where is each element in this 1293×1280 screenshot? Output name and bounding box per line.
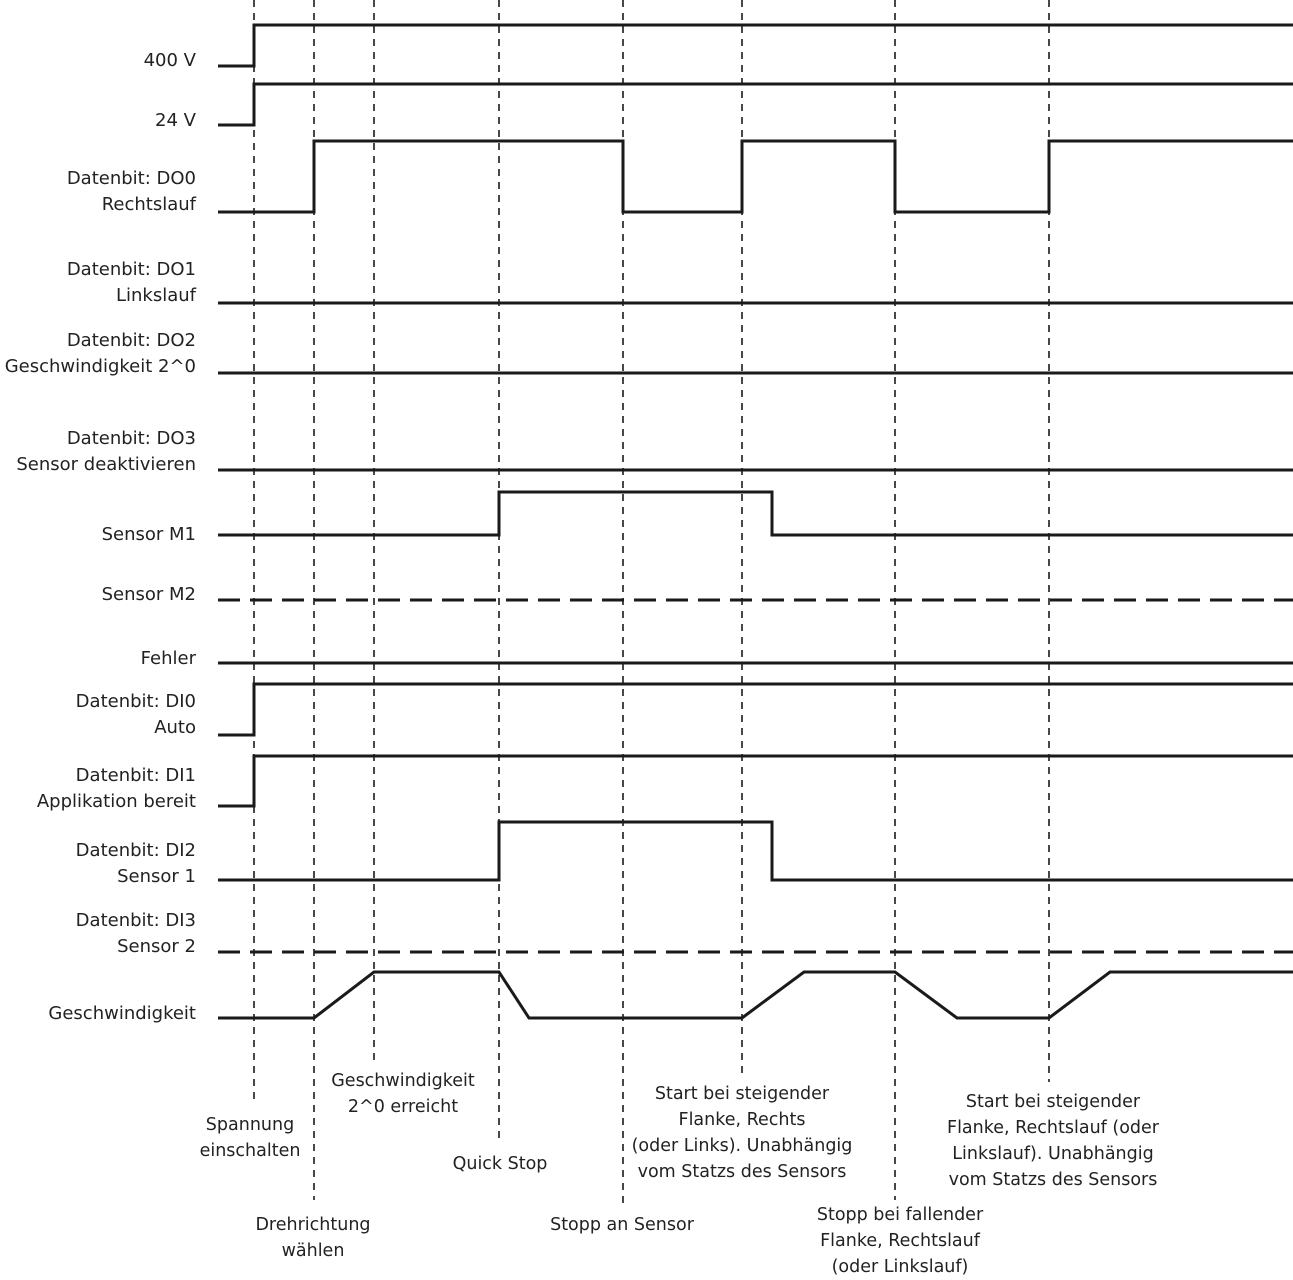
event-caption-line: (oder Linkslauf)	[831, 1257, 969, 1277]
event-caption-quickstop: Quick Stop	[453, 1151, 548, 1177]
signal-label-speed: Geschwindigkeit	[48, 1001, 196, 1027]
event-caption-line: 2^0 erreicht	[347, 1097, 459, 1117]
signal-label-di2: Datenbit: DI2 Sensor 1	[76, 838, 196, 890]
signal-label-line: Sensor M1	[101, 524, 196, 545]
signal-label-v400: 400 V	[144, 48, 196, 74]
signal-label-di3: Datenbit: DI3 Sensor 2	[76, 908, 196, 960]
event-caption-line: Spannung	[205, 1115, 295, 1135]
signal-label-di0: Datenbit: DI0 Auto	[76, 689, 196, 741]
signal-label-line: Datenbit: DO1	[66, 259, 196, 280]
signal-label-m1: Sensor M1	[102, 522, 196, 548]
signal-label-do0: Datenbit: DO0 Rechtslauf	[67, 166, 196, 218]
signal-label-line: Datenbit: DI1	[75, 765, 196, 786]
event-caption-stopp-flanke: Stopp bei fallender Flanke, Rechtslauf (od…	[817, 1202, 983, 1280]
waveform-di2	[218, 820, 1293, 882]
signal-label-line: Datenbit: DI2	[75, 840, 196, 861]
event-caption-line: Flanke, Rechtslauf	[820, 1231, 980, 1251]
signal-label-line: Applikation bereit	[36, 791, 196, 812]
event-caption-line: wählen	[281, 1241, 345, 1261]
event-caption-line: Stopp an Sensor	[550, 1215, 694, 1235]
signal-label-line: Linkslauf	[115, 285, 196, 306]
waveform-di1	[218, 754, 1293, 808]
signal-label-m2: Sensor M2	[102, 582, 196, 608]
event-caption-line: vom Statzs des Sensors	[637, 1162, 847, 1182]
signal-label-line: Geschwindigkeit 2^0	[4, 356, 196, 377]
event-caption-line: Flanke, Rechtslauf (oder	[947, 1118, 1159, 1138]
event-caption-line: einschalten	[199, 1141, 301, 1161]
event-caption-spannung: Spannung einschalten	[200, 1112, 301, 1164]
event-caption-start2: Start bei steigender Flanke, Rechtslauf (…	[947, 1089, 1159, 1193]
signal-label-line: 24 V	[155, 110, 196, 131]
event-caption-line: Drehrichtung	[255, 1215, 371, 1235]
waveform-v400	[218, 23, 1293, 68]
event-caption-line: Start bei steigender	[965, 1092, 1141, 1112]
waveform-do0	[218, 139, 1293, 214]
signal-label-line: Datenbit: DI3	[75, 910, 196, 931]
signal-label-v24: 24 V	[155, 108, 196, 134]
signal-label-line: Sensor 2	[117, 936, 196, 957]
event-caption-start1: Start bei steigender Flanke, Rechts (oder …	[632, 1081, 853, 1185]
signal-label-line: Rechtslauf	[101, 194, 196, 215]
event-caption-drehrichtung: Drehrichtung wählen	[255, 1212, 370, 1264]
event-caption-line: Geschwindigkeit	[331, 1071, 475, 1091]
event-caption-line: Flanke, Rechts	[678, 1110, 806, 1130]
waveform-m1	[218, 490, 1293, 537]
event-caption-line: Stopp bei fallender	[816, 1205, 984, 1225]
waveform-di0	[218, 682, 1293, 737]
signal-label-di1: Datenbit: DI1 Applikation bereit	[37, 763, 196, 815]
event-caption-line: Quick Stop	[452, 1154, 548, 1174]
signal-label-line: Sensor M2	[101, 584, 196, 605]
signal-label-fehler: Fehler	[141, 646, 196, 672]
event-caption-line: Linkslauf). Unabhängig	[952, 1144, 1154, 1164]
signal-label-line: Sensor 1	[117, 866, 196, 887]
signal-label-do2: Datenbit: DO2 Geschwindigkeit 2^0	[5, 328, 196, 380]
signal-label-line: Datenbit: DO0	[66, 168, 196, 189]
waveform-v24	[218, 82, 1293, 127]
signal-label-line: Sensor deaktivieren	[16, 454, 196, 475]
signal-label-line: Fehler	[140, 648, 196, 669]
signal-label-line: Geschwindigkeit	[48, 1003, 196, 1024]
event-caption-line: vom Statzs des Sensors	[948, 1170, 1158, 1190]
signal-label-line: Datenbit: DI0	[75, 691, 196, 712]
signal-label-line: 400 V	[143, 50, 196, 71]
signal-label-do3: Datenbit: DO3 Sensor deaktivieren	[16, 426, 196, 478]
event-caption-line: Start bei steigender	[654, 1084, 830, 1104]
signal-label-line: Auto	[154, 717, 196, 738]
signal-label-do1: Datenbit: DO1 Linkslauf	[67, 257, 196, 309]
event-caption-stopp-sensor: Stopp an Sensor	[550, 1212, 694, 1238]
signal-label-line: Datenbit: DO3	[66, 428, 196, 449]
event-caption-line: (oder Links). Unabhängig	[631, 1136, 853, 1156]
waveform-speed	[218, 970, 1293, 1020]
event-caption-geschw: Geschwindigkeit 2^0 erreicht	[331, 1068, 475, 1120]
signal-label-line: Datenbit: DO2	[66, 330, 196, 351]
